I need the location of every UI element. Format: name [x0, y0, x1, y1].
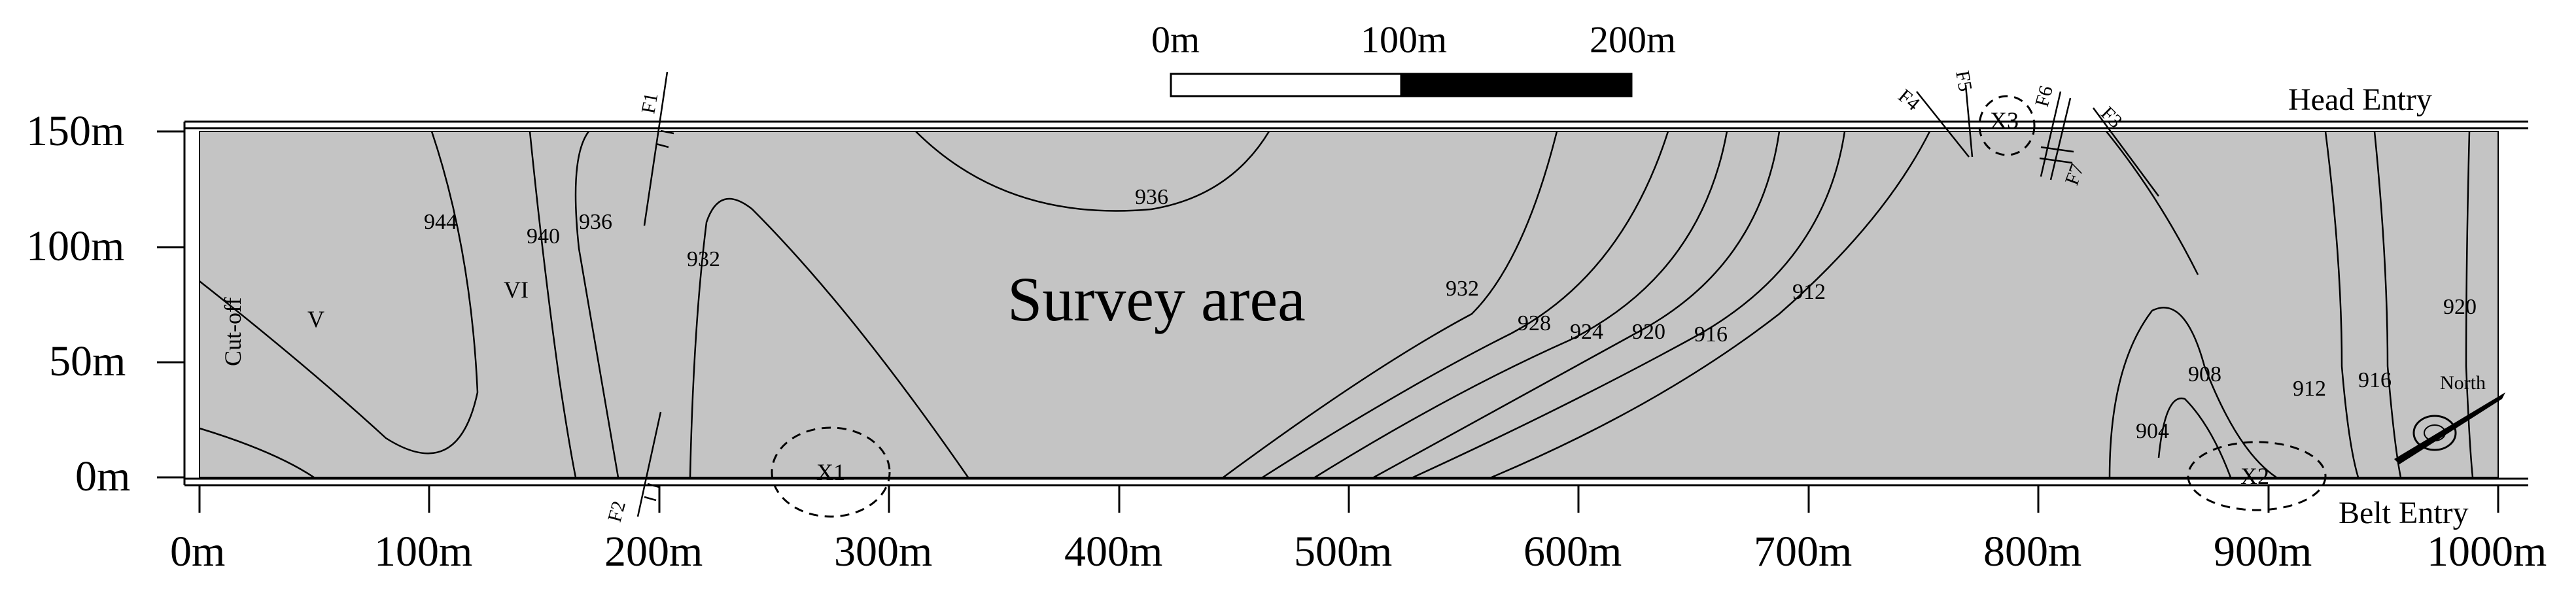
- y-tick-label: 0m: [75, 453, 130, 500]
- anomaly-x2: [2187, 441, 2327, 511]
- contour-916-right: [2373, 131, 2402, 478]
- contour-928: [1262, 131, 1669, 479]
- contour-labels: 944 940 936 932 936 932 928 924 920 916 …: [424, 185, 2477, 443]
- zone-label-v: V: [307, 306, 324, 332]
- contour-944-a: [199, 427, 315, 479]
- y-tick-label: 150m: [26, 107, 124, 155]
- fault-label-f2: F2: [604, 499, 630, 524]
- contour-924: [1314, 131, 1728, 479]
- contour-904: [2157, 397, 2232, 478]
- belt-entry-label: Belt Entry: [2339, 496, 2469, 530]
- contour-932-left: [689, 197, 969, 478]
- fault-label-f4: F4: [1894, 85, 1924, 115]
- contour-908: [2108, 307, 2277, 479]
- anomaly-label-x1: X1: [816, 459, 845, 485]
- y-axis: 150m 100m 50m 0m: [26, 107, 186, 500]
- scale-label: 100m: [1361, 18, 1447, 61]
- fault-f3-line: [2092, 107, 2160, 197]
- contour-label: 932: [1446, 277, 1479, 301]
- contour-label: 912: [2293, 377, 2326, 401]
- zone-label-vi: VI: [504, 277, 529, 303]
- contour-lines: [199, 131, 2474, 479]
- fault-f2-line: [636, 411, 662, 517]
- x-tick-label: 1000m: [2427, 528, 2547, 575]
- contour-label: 920: [1632, 320, 1665, 344]
- fault-f4-line: [1916, 91, 1970, 158]
- contour-label: 924: [1570, 320, 1603, 344]
- x-tick-label: 800m: [1983, 528, 2081, 575]
- fault-f7-line: [2049, 97, 2072, 180]
- faults: [636, 71, 2160, 517]
- contour-920-right: [2465, 131, 2474, 478]
- contour-936-top: [915, 131, 1270, 212]
- anomalies: X1 X2 X3: [771, 95, 2327, 518]
- fault-f6-line: [2040, 91, 2062, 177]
- survey-area-fill: [199, 131, 2499, 478]
- contour-916: [1412, 131, 1846, 479]
- x-tick-label: 300m: [834, 528, 932, 575]
- contour-944-b: [199, 131, 479, 454]
- head-entry-label: Head Entry: [2288, 82, 2432, 117]
- fault-label-f6: F6: [2031, 84, 2057, 109]
- anomaly-x3: [1978, 95, 2036, 156]
- contour-912-mid: [1491, 131, 1931, 479]
- contour-932-mid: [1223, 131, 1558, 479]
- x-tick-label: 400m: [1064, 528, 1162, 575]
- fault-label-f1: F1: [637, 91, 662, 115]
- anomaly-label-x3: X3: [1990, 107, 2019, 133]
- x-tick-label: 600m: [1523, 528, 1622, 575]
- x-tick-label: 700m: [1754, 528, 1852, 575]
- y-tick-label: 100m: [26, 222, 124, 270]
- anomaly-x1: [771, 426, 891, 518]
- contour-912-right: [2324, 131, 2359, 478]
- north-arrow-icon: North: [2394, 372, 2505, 464]
- y-tick-label: 50m: [49, 337, 126, 385]
- contour-label: 908: [2188, 362, 2221, 386]
- contour-label: 936: [579, 210, 612, 234]
- scale-bar: 0m 100m 200m: [1151, 18, 1676, 97]
- x-axis: 0m 100m 200m 300m 400m 500m 600m 700m 80…: [170, 484, 2547, 575]
- x-tick-label: 900m: [2214, 528, 2312, 575]
- x-tick-label: 100m: [374, 528, 472, 575]
- contour-label: 920: [2443, 295, 2477, 319]
- x-tick-label: 0m: [170, 528, 225, 575]
- scale-label: 0m: [1151, 18, 1200, 61]
- survey-area-title: Survey area: [1007, 264, 1306, 334]
- contour-label: 932: [687, 247, 720, 271]
- fault-f1-line: [643, 71, 669, 226]
- cut-off-label: Cut-off: [220, 298, 246, 366]
- contour-label: 912: [1792, 280, 1826, 304]
- contour-940: [529, 131, 577, 478]
- contour-label: 944: [424, 210, 457, 234]
- scale-label: 200m: [1590, 18, 1676, 61]
- contour-920: [1373, 131, 1781, 479]
- contour-label: 916: [2358, 368, 2392, 392]
- contour-label: 940: [527, 224, 560, 248]
- contour-label: 904: [2136, 419, 2169, 443]
- contour-936-a: [574, 131, 619, 478]
- x-tick-label: 200m: [604, 528, 703, 575]
- contour-label: 928: [1518, 311, 1551, 335]
- fault-f5-line: [1964, 84, 1974, 158]
- x-tick-label: 500m: [1294, 528, 1392, 575]
- contour-label: 916: [1694, 322, 1728, 347]
- contour-label: 936: [1135, 185, 1168, 209]
- contour-diagonal-right: [2106, 131, 2199, 275]
- north-label: North: [2440, 372, 2486, 394]
- fault-label-f5: F5: [1951, 69, 1976, 93]
